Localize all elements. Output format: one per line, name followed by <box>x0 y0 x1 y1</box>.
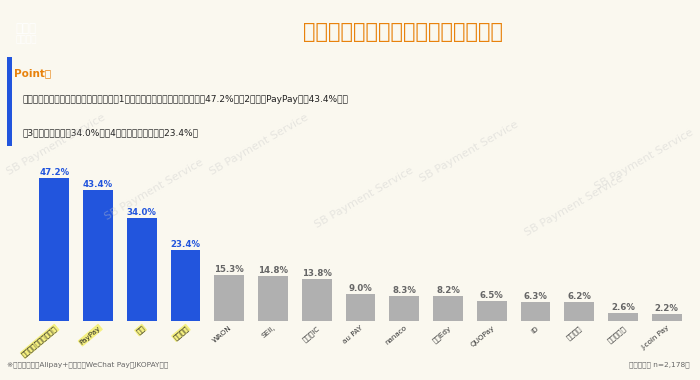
Text: WAON: WAON <box>212 325 233 344</box>
Text: SB Payment Service: SB Payment Service <box>523 173 625 238</box>
Text: 13.8%: 13.8% <box>302 269 332 278</box>
Text: 34.0%: 34.0% <box>127 208 157 217</box>
Bar <box>39 178 69 321</box>
Bar <box>302 279 332 321</box>
Text: 9.0%: 9.0% <box>349 283 372 293</box>
Bar <box>521 302 550 321</box>
Text: au PAY: au PAY <box>342 325 365 345</box>
Text: メルペイ: メルペイ <box>566 325 584 341</box>
Text: 調査結果: 調査結果 <box>15 36 36 44</box>
Text: PayPay: PayPay <box>78 325 102 345</box>
Text: 楽天Edy: 楽天Edy <box>431 325 452 344</box>
Bar <box>477 301 507 321</box>
Text: 8.3%: 8.3% <box>392 286 416 295</box>
Text: 14.8%: 14.8% <box>258 266 288 275</box>
Text: 6.2%: 6.2% <box>567 292 592 301</box>
Text: 6.3%: 6.3% <box>524 292 547 301</box>
Bar <box>258 276 288 321</box>
Text: J-coin Pay: J-coin Pay <box>640 325 671 352</box>
Text: 6.5%: 6.5% <box>480 291 503 300</box>
Bar <box>127 218 157 321</box>
Text: 現金: 現金 <box>135 325 146 336</box>
Text: 交通系IC: 交通系IC <box>301 325 321 343</box>
Bar <box>214 275 244 321</box>
Text: ・セルフレジでよく利用する決済手段の1位は「クレジットカード決済」（47.2%）、2位は「PayPay」（43.4%）、: ・セルフレジでよく利用する決済手段の1位は「クレジットカード決済」（47.2%）… <box>22 95 348 103</box>
Bar <box>389 296 419 321</box>
Text: （複数選択 n=2,178）: （複数選択 n=2,178） <box>629 361 690 368</box>
Text: SB Payment Service: SB Payment Service <box>593 127 695 192</box>
Text: SB Payment Service: SB Payment Service <box>418 120 520 184</box>
Bar <box>652 314 682 321</box>
Text: 消費者: 消費者 <box>15 22 36 35</box>
Text: SB Payment Service: SB Payment Service <box>313 165 415 230</box>
Text: 8.2%: 8.2% <box>436 286 460 295</box>
Text: SB Payment Service: SB Payment Service <box>103 158 205 222</box>
Text: SEll,: SEll, <box>261 325 277 339</box>
Text: ID: ID <box>530 325 540 334</box>
Text: 15.3%: 15.3% <box>214 264 244 274</box>
Text: 2.2%: 2.2% <box>654 304 679 313</box>
Text: 23.4%: 23.4% <box>171 240 200 249</box>
Text: 中露系決済: 中露系決済 <box>606 325 627 344</box>
Text: 47.2%: 47.2% <box>39 168 69 177</box>
Bar <box>346 294 375 321</box>
Text: ※中露系決済：Alipay+・銀聯・WeChat Pay・JKOPAYなど: ※中露系決済：Alipay+・銀聯・WeChat Pay・JKOPAYなど <box>7 361 168 368</box>
Text: 43.4%: 43.4% <box>83 180 113 188</box>
Text: 楽天ペイ: 楽天ペイ <box>172 325 190 341</box>
Text: SB Payment Service: SB Payment Service <box>208 112 310 177</box>
Bar <box>7 57 13 146</box>
Text: Point！: Point！ <box>14 68 51 78</box>
Bar <box>83 190 113 321</box>
Text: 2.6%: 2.6% <box>611 303 635 312</box>
Bar <box>564 302 594 321</box>
Text: nanaco: nanaco <box>384 325 408 346</box>
Bar <box>433 296 463 321</box>
Text: セルフレジでよく利用する決済手段: セルフレジでよく利用する決済手段 <box>302 22 503 42</box>
Bar <box>608 313 638 321</box>
Bar <box>171 250 200 321</box>
Text: 3位は「現金」（34.0%）、4位は「楽天ペイ」（23.4%）: 3位は「現金」（34.0%）、4位は「楽天ペイ」（23.4%） <box>22 128 198 138</box>
Text: クレジットカード決済: クレジットカード決済 <box>21 325 59 358</box>
Text: SB Payment Service: SB Payment Service <box>5 112 107 177</box>
Text: QUOPay: QUOPay <box>470 325 496 348</box>
